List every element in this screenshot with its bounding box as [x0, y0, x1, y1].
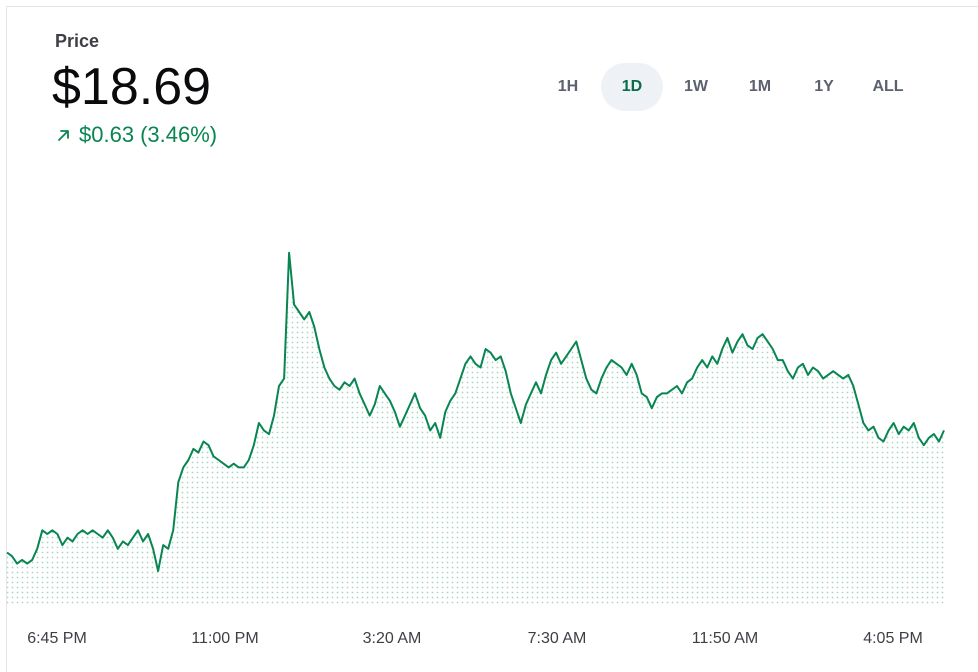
price-area-fill [7, 252, 944, 607]
x-axis: 6:45 PM 11:00 PM 3:20 AM 7:30 AM 11:50 AM 4:0… [27, 630, 923, 647]
x-tick-label: 11:00 PM [191, 630, 258, 647]
x-tick-label: 11:50 AM [692, 630, 758, 647]
change-amount: $0.63 [79, 122, 135, 147]
x-tick-label: 4:05 PM [863, 630, 923, 647]
chart-plot-area [6, 251, 945, 607]
range-1h-button[interactable]: 1H [557, 78, 579, 95]
price-change: $0.63 (3.46%) [55, 122, 217, 148]
current-price: $18.69 [52, 58, 212, 116]
x-tick-label: 6:45 PM [27, 630, 87, 647]
price-series-line [6, 251, 945, 572]
price-label: Price [55, 31, 100, 51]
range-1y-button[interactable]: 1Y [814, 78, 834, 95]
x-tick-label: 3:20 AM [363, 630, 422, 647]
range-all-button[interactable]: ALL [872, 78, 904, 95]
time-range-selector: 1H 1D 1W 1M 1Y ALL [537, 63, 921, 111]
range-1d-button[interactable]: 1D [601, 63, 663, 111]
x-tick-label: 7:30 AM [528, 630, 587, 647]
range-1w-button[interactable]: 1W [684, 78, 708, 95]
range-1m-button[interactable]: 1M [748, 78, 772, 95]
arrow-up-right-icon [58, 130, 69, 141]
change-percent: (3.46%) [140, 122, 218, 147]
